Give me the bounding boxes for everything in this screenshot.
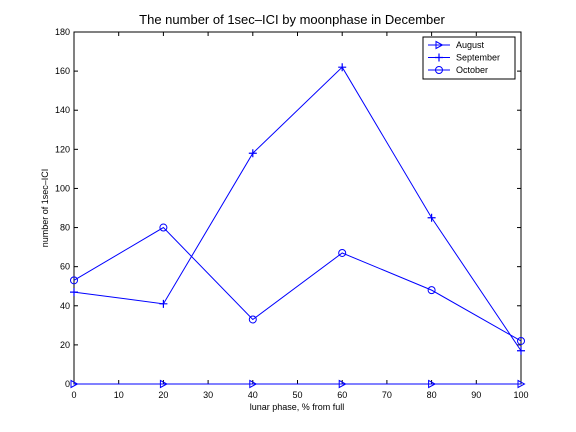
y-tick-label: 0 [65,379,70,389]
x-tick-label: 90 [471,390,481,400]
x-tick-label: 60 [337,390,347,400]
x-axis-label: lunar phase, % from full [250,402,345,412]
data-point-august [338,379,347,389]
x-tick-label: 30 [203,390,213,400]
x-tick-label: 10 [114,390,124,400]
x-tick-label: 100 [513,390,528,400]
legend-marker-august [435,40,444,50]
series-line-october [73,226,522,342]
plot-area: 0 10 20 30 40 50 60 70 80 90 100 0 20 40 60 80 100 120 140… [55,27,529,400]
y-tick-label: 20 [60,340,70,350]
y-tick-label: 180 [55,27,70,37]
x-tick-label: 0 [71,390,76,400]
x-tick-label: 50 [292,390,302,400]
series-line-september [73,66,522,352]
data-point-september [427,213,436,222]
legend-marker-september [435,53,443,62]
axes-box [73,31,522,385]
data-point-september [517,346,525,355]
y-tick-label: 120 [55,144,70,154]
data-point-october [427,286,436,295]
data-point-october [159,223,168,232]
legend-label-august: August [456,40,485,50]
data-point-august [159,379,168,389]
x-tick-label: 20 [158,390,168,400]
data-point-september [70,288,78,297]
data-point-september [338,63,347,72]
data-point-august [249,379,258,389]
data-point-august [517,379,526,389]
y-axis-label: number of 1sec–ICI [40,169,50,248]
y-tick-label: 160 [55,66,70,76]
data-point-august [70,379,79,389]
data-point-october [70,276,78,285]
y-tick-label: 40 [60,301,70,311]
y-tick-label: 80 [60,223,70,233]
y-tick-label: 140 [55,105,70,115]
y-tick-label: 60 [60,262,70,272]
legend-label-october: October [456,65,488,75]
x-tick-label: 40 [248,390,258,400]
chart-title: The number of 1sec–ICI by moonphase in D… [139,12,445,27]
legend-marker-october [435,66,443,74]
data-point-september [159,299,168,308]
data-point-october [338,248,347,257]
x-tick-label: 70 [382,390,392,400]
y-tick-label: 100 [55,183,70,193]
data-point-august [428,379,437,389]
data-point-september [248,149,257,158]
data-point-october [248,315,257,324]
data-point-october [517,336,525,345]
x-tick-label: 80 [427,390,437,400]
legend-label-september: September [456,53,500,63]
